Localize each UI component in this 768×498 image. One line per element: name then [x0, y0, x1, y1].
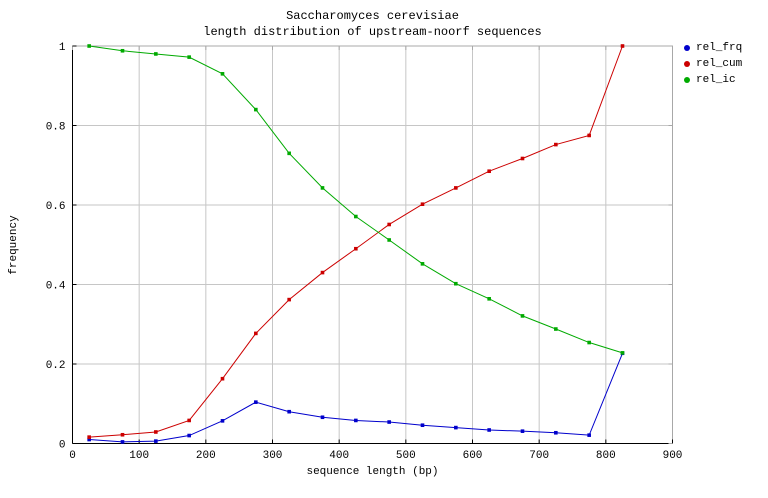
- series-rel_frq-line: [89, 353, 623, 443]
- y-tick-label: 0.4: [46, 281, 66, 293]
- series-rel_frq-point: [120, 440, 125, 444]
- chart-title-line1: Saccharomyces cerevisiae: [286, 9, 459, 23]
- legend-item-rel_ic: rel_ic: [684, 72, 742, 88]
- series-rel_frq-point: [287, 409, 291, 414]
- series-rel_cum-point: [520, 156, 525, 161]
- series-rel_cum-point: [254, 331, 258, 336]
- series-rel_ic-point: [320, 186, 325, 190]
- series-rel_cum-point: [220, 376, 225, 381]
- series-rel_cum-point: [487, 169, 491, 174]
- chart-title-line2: length distribution of upstream-noorf se…: [203, 25, 542, 39]
- series-rel_ic-line: [89, 45, 623, 354]
- series-rel_frq-point: [154, 439, 158, 443]
- y-tick-label: 0.6: [46, 201, 66, 213]
- series-rel_cum-point: [387, 222, 391, 227]
- series-rel_ic-point: [287, 151, 291, 156]
- series-rel_ic-point: [254, 107, 258, 112]
- series-rel_cum-point: [187, 418, 191, 423]
- legend-marker-rel_frq-icon: [684, 45, 690, 51]
- series-rel_cum-point: [420, 202, 425, 207]
- x-tick-label: 600: [463, 450, 483, 462]
- legend-label: rel_ic: [696, 74, 736, 86]
- series-rel_cum-point: [554, 142, 558, 147]
- legend-marker-rel_ic-icon: [684, 77, 690, 83]
- series-rel_frq-point: [187, 433, 191, 438]
- series-rel_ic-point: [220, 72, 225, 76]
- series-rel_ic-point: [187, 55, 191, 59]
- series-rel_ic-point: [620, 351, 625, 355]
- series-rel_ic-point: [454, 281, 458, 286]
- x-tick-label: 100: [129, 450, 149, 462]
- series-rel_frq-point: [520, 429, 525, 433]
- series-rel_frq-point: [487, 428, 491, 432]
- series-rel_ic-point: [387, 238, 391, 242]
- x-tick-label: 700: [529, 450, 549, 462]
- legend-label: rel_frq: [696, 42, 743, 54]
- x-tick-label: 500: [396, 450, 416, 462]
- y-axis-label: frequency: [8, 215, 20, 275]
- y-tick-label: 0.8: [46, 122, 66, 134]
- x-axis-label: sequence length (bp): [306, 466, 439, 478]
- series-rel_ic-point: [87, 44, 91, 48]
- series-rel_cum-point: [454, 186, 458, 190]
- x-tick-label: 900: [663, 450, 683, 462]
- series-rel_frq-point: [454, 425, 458, 430]
- series-rel_cum-point: [287, 297, 291, 302]
- legend-label: rel_cum: [696, 58, 743, 70]
- series-rel_ic-point: [154, 52, 158, 56]
- legend-item-rel_frq: rel_frq: [684, 40, 742, 56]
- series-rel_frq-point: [220, 419, 225, 423]
- x-tick-label: 0: [69, 450, 76, 462]
- series-rel_frq-point: [554, 430, 558, 435]
- series-rel_cum-point: [620, 44, 625, 48]
- series-rel_ic-point: [487, 297, 491, 301]
- legend-item-rel_cum: rel_cum: [684, 56, 742, 72]
- series-rel_cum-point: [154, 430, 158, 434]
- legend-marker-rel_cum-icon: [684, 61, 690, 67]
- legend: rel_frq rel_cum rel_ic: [684, 40, 742, 88]
- series-rel_ic-point: [420, 262, 425, 266]
- x-tick-label: 300: [263, 450, 283, 462]
- series-rel_ic-point: [554, 327, 558, 331]
- series-rel_frq-point: [320, 415, 325, 420]
- series-rel_ic-point: [587, 340, 591, 345]
- series-rel_ic-point: [520, 314, 525, 318]
- series-rel_cum-line: [89, 45, 623, 438]
- x-tick-label: 400: [329, 450, 349, 462]
- series-rel_cum-point: [120, 432, 125, 437]
- series-rel_frq-point: [387, 420, 391, 424]
- series-rel_frq-point: [354, 418, 358, 423]
- x-tick-label: 200: [196, 450, 216, 462]
- x-tick-label: 800: [596, 450, 616, 462]
- series-rel_frq-point: [254, 400, 258, 404]
- series-rel_frq-point: [587, 433, 591, 437]
- series-rel_cum-point: [320, 270, 325, 275]
- plot-border: [72, 45, 673, 444]
- y-tick-label: 0.2: [46, 360, 66, 372]
- series-rel_ic-point: [120, 48, 125, 53]
- y-tick-label: 0: [59, 440, 66, 452]
- y-tick-label: 1: [59, 42, 66, 54]
- series-rel_frq-point: [87, 437, 91, 442]
- series-rel_ic-point: [354, 214, 358, 219]
- series-rel_cum-point: [87, 435, 91, 439]
- series-rel_cum-point: [354, 246, 358, 251]
- series-rel_frq-point: [420, 423, 425, 428]
- series-rel_cum-point: [587, 133, 591, 138]
